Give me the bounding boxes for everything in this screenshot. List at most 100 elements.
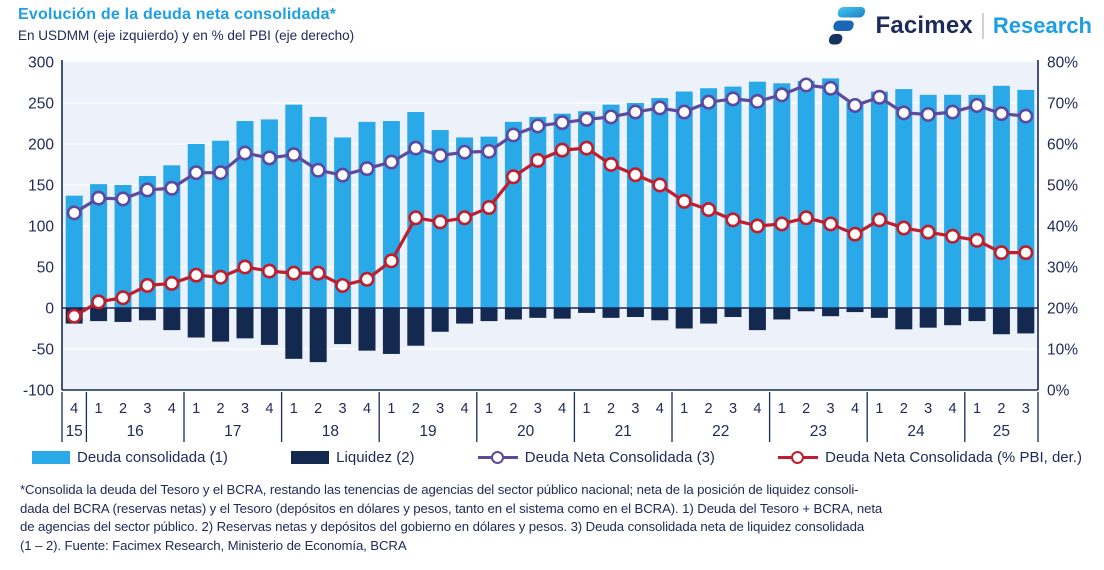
svg-text:4: 4 — [265, 401, 273, 417]
svg-text:0: 0 — [45, 301, 54, 318]
bar-liquidez — [578, 308, 596, 313]
svg-text:100: 100 — [28, 219, 54, 236]
left-axis-labels: 300 250 200 150 100 50 0 -50 -100 — [23, 55, 54, 400]
svg-text:2: 2 — [119, 401, 127, 417]
svg-text:4: 4 — [851, 401, 859, 417]
bars-liquidez — [65, 308, 1035, 363]
debt-chart: 300250200150100500-50-10080%70%60%50%40%… — [23, 55, 1078, 442]
svg-text:-50: -50 — [32, 342, 55, 359]
bar-liquidez — [992, 308, 1010, 335]
svg-text:3: 3 — [729, 401, 737, 417]
bar-liquidez — [504, 308, 522, 320]
bar-deuda-consolidada — [870, 91, 888, 308]
bar-liquidez — [822, 308, 840, 317]
bar-liquidez — [773, 308, 791, 320]
svg-text:70%: 70% — [1047, 96, 1078, 113]
bar-deuda-consolidada — [65, 195, 83, 308]
bar-liquidez — [748, 308, 766, 331]
svg-text:50%: 50% — [1047, 178, 1078, 195]
bar-liquidez — [187, 308, 205, 338]
legend-item-deuda-neta: Deuda Neta Consolidada (3) — [477, 449, 715, 466]
bar-liquidez — [358, 308, 376, 351]
bar-liquidez — [968, 308, 986, 322]
svg-text:3: 3 — [339, 401, 347, 417]
chart-legend: Deuda consolidada (1) Liquidez (2) Deuda… — [32, 449, 1082, 466]
svg-text:2: 2 — [217, 401, 225, 417]
bar-liquidez — [626, 308, 644, 318]
bar-deuda-consolidada — [529, 116, 547, 308]
bar-deuda-consolidada — [968, 94, 986, 308]
svg-text:60%: 60% — [1047, 137, 1078, 154]
svg-text:200: 200 — [28, 137, 54, 154]
bar-liquidez — [138, 308, 156, 321]
svg-text:1: 1 — [192, 401, 200, 417]
bar-liquidez — [919, 308, 937, 328]
chart-title: Evolución de la deuda neta consolidada* — [18, 6, 337, 23]
bar-deuda-consolidada — [651, 98, 669, 308]
svg-text:1: 1 — [387, 401, 395, 417]
bar-liquidez — [895, 308, 913, 330]
svg-text:3: 3 — [924, 401, 932, 417]
bar-liquidez — [602, 308, 620, 318]
svg-text:22: 22 — [712, 423, 729, 440]
svg-text:250: 250 — [28, 96, 54, 113]
bar-liquidez — [382, 308, 400, 354]
svg-text:4: 4 — [656, 401, 664, 417]
svg-text:4: 4 — [461, 401, 469, 417]
facimex-logo-icon — [829, 7, 866, 45]
svg-text:25: 25 — [993, 423, 1010, 440]
bar-liquidez — [236, 308, 254, 339]
bar-liquidez — [309, 308, 327, 363]
bar-deuda-consolidada — [895, 89, 913, 308]
bar-deuda-consolidada — [553, 113, 571, 308]
bar-deuda-consolidada — [602, 104, 620, 308]
svg-text:2: 2 — [509, 401, 517, 417]
bar-deuda-consolidada — [773, 83, 791, 308]
bar-deuda-consolidada — [90, 184, 108, 308]
svg-text:1: 1 — [583, 401, 591, 417]
footnote-line-3: de agencias del sector público. 2) Reser… — [20, 519, 865, 534]
svg-text:2: 2 — [997, 401, 1005, 417]
line-deuda-neta-pbi — [66, 140, 1034, 324]
bar-deuda-consolidada — [138, 175, 156, 308]
chart-subtitle: En USDMM (eje izquierdo) y en % del PBI … — [18, 28, 355, 43]
bar-liquidez — [90, 308, 108, 322]
legend-marker-red-line — [778, 450, 819, 465]
axes — [61, 60, 1039, 391]
footnote-line-4: (1 – 2). Fuente: Facimex Research, Minis… — [20, 537, 407, 553]
bar-liquidez — [944, 308, 962, 326]
svg-text:24: 24 — [907, 423, 925, 440]
bar-deuda-consolidada — [626, 103, 644, 308]
svg-text:1: 1 — [680, 401, 688, 417]
bar-deuda-consolidada — [114, 185, 132, 308]
svg-text:80%: 80% — [1047, 55, 1078, 72]
svg-text:4: 4 — [363, 401, 371, 417]
bar-deuda-consolidada — [748, 81, 766, 309]
bar-liquidez — [1017, 308, 1035, 334]
bar-liquidez — [260, 308, 278, 345]
svg-text:1: 1 — [973, 401, 981, 417]
svg-text:21: 21 — [615, 423, 632, 440]
bar-deuda-consolidada — [822, 78, 840, 309]
chart-header: Evolución de la deuda neta consolidada* … — [18, 6, 354, 43]
bar-liquidez — [431, 308, 449, 332]
svg-text:3: 3 — [827, 401, 835, 417]
svg-text:1: 1 — [290, 401, 298, 417]
bar-deuda-consolidada — [212, 140, 230, 308]
bar-deuda-consolidada — [797, 80, 815, 308]
svg-text:2: 2 — [705, 401, 713, 417]
bar-deuda-consolidada — [846, 102, 864, 309]
legend-label-deuda-consolidada: Deuda consolidada (1) — [77, 449, 228, 466]
brand-division: Research — [992, 13, 1092, 38]
svg-text:50: 50 — [37, 260, 55, 277]
svg-text:17: 17 — [224, 423, 241, 440]
svg-text:3: 3 — [631, 401, 639, 417]
footnote-line-2: dada del BCRA (reservas netas) y el Teso… — [20, 500, 883, 516]
svg-text:1: 1 — [485, 401, 493, 417]
svg-text:2: 2 — [900, 401, 908, 417]
svg-text:2: 2 — [802, 401, 810, 417]
footnote-line-1: *Consolida la deuda del Tesoro y el BCRA… — [20, 482, 859, 497]
svg-text:1: 1 — [778, 401, 786, 417]
